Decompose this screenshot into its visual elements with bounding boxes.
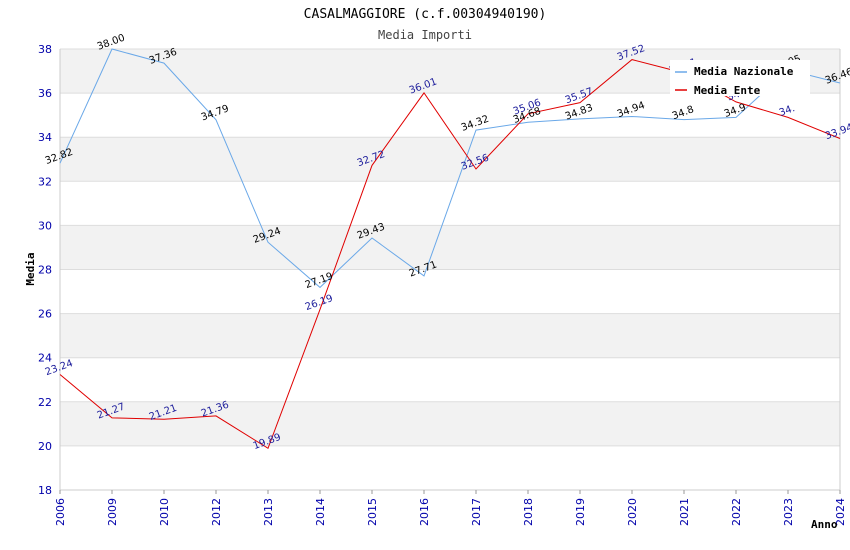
y-tick-label: 24 [38, 352, 52, 365]
x-tick-label: 2012 [210, 498, 223, 526]
series-line-media-nazionale [59, 48, 841, 289]
x-tick-label: 2016 [418, 498, 431, 526]
grid-band [60, 137, 840, 182]
legend: Media Nazionale Media Ente [670, 60, 810, 97]
y-tick-label: 34 [38, 131, 52, 144]
x-tick-label: 2020 [626, 498, 639, 526]
x-tick-label: 2017 [470, 498, 483, 526]
x-tick-label: 2013 [262, 498, 275, 526]
grid-bands [60, 49, 840, 490]
y-tick-label: 26 [38, 308, 52, 321]
x-tick-label: 2006 [54, 498, 67, 526]
grid-band [60, 93, 840, 138]
x-tick-label: 2022 [730, 498, 743, 526]
y-tick-label: 36 [38, 87, 52, 100]
x-tick-label: 2024 [834, 498, 847, 526]
y-tick-label: 20 [38, 440, 52, 453]
grid-band [60, 401, 840, 446]
y-tick-label: 22 [38, 396, 52, 409]
chart-title: CASALMAGGIORE (c.f.00304940190) [304, 7, 547, 22]
data-label-media-ente: 34. [778, 103, 797, 119]
y-tick-label: 38 [38, 43, 52, 56]
x-tick-label: 2018 [522, 498, 535, 526]
chart-subtitle: Media Importi [378, 28, 472, 42]
grid-band [60, 313, 840, 358]
x-axis-label: Anno [811, 518, 838, 531]
y-axis-label: Media [24, 252, 37, 285]
x-tick-label: 2021 [678, 498, 691, 526]
legend-label-media-ente: Media Ente [694, 84, 761, 97]
y-tick-label: 32 [38, 175, 52, 188]
y-tick-label: 30 [38, 219, 52, 232]
grid-band [60, 225, 840, 270]
x-tick-label: 2010 [158, 498, 171, 526]
grid-band [60, 269, 840, 314]
grid-band [60, 357, 840, 402]
legend-box [670, 60, 810, 96]
x-tick-label: 2009 [106, 498, 119, 526]
grid-band [60, 445, 840, 490]
x-tick-label: 2014 [314, 498, 327, 526]
x-tick-label: 2019 [574, 498, 587, 526]
x-tick-label: 2015 [366, 498, 379, 526]
y-tick-label: 18 [38, 484, 52, 497]
legend-label-media-nazionale: Media Nazionale [694, 65, 794, 78]
y-tick-label: 28 [38, 264, 52, 277]
x-tick-label: 2023 [782, 498, 795, 526]
